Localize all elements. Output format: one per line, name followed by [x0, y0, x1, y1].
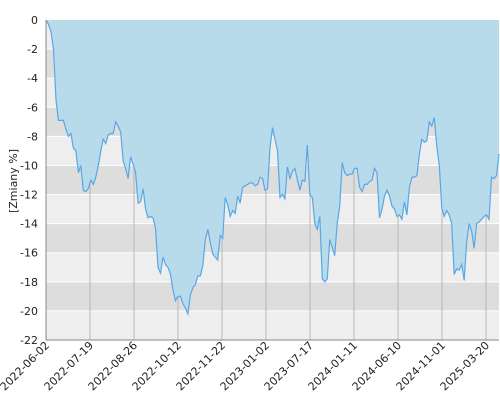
y-tick-label: -2 — [27, 43, 38, 56]
background-band — [46, 223, 499, 253]
background-band — [46, 252, 499, 282]
y-tick-labels: 0 -2 -4 -6 -8 -10 -12 -14 -16 -18 -20 -22 — [20, 14, 38, 347]
background-band — [46, 281, 499, 311]
background-band — [46, 136, 499, 166]
y-tick-label: -18 — [20, 276, 38, 289]
y-tick-label: -14 — [20, 218, 38, 231]
y-tick-label: -20 — [20, 305, 38, 318]
y-axis-label: [Zmiany %] — [7, 149, 20, 213]
background-band — [46, 165, 499, 195]
y-tick-label: -6 — [27, 101, 38, 114]
y-tick-label: 0 — [31, 14, 38, 27]
y-tick-label: -22 — [20, 334, 38, 347]
y-tick-label: -4 — [27, 72, 38, 85]
background-band — [46, 310, 499, 340]
background-band — [46, 194, 499, 224]
series-line — [45, 19, 500, 317]
y-tick-label: -16 — [20, 247, 38, 260]
y-tick-label: -10 — [20, 159, 38, 172]
y-tick-label: -8 — [27, 130, 38, 143]
series-area — [46, 20, 499, 314]
x-tick-labels: 2022-06-022022-07-192022-08-262022-10-12… — [0, 339, 492, 393]
y-tick-label: -12 — [20, 189, 38, 202]
